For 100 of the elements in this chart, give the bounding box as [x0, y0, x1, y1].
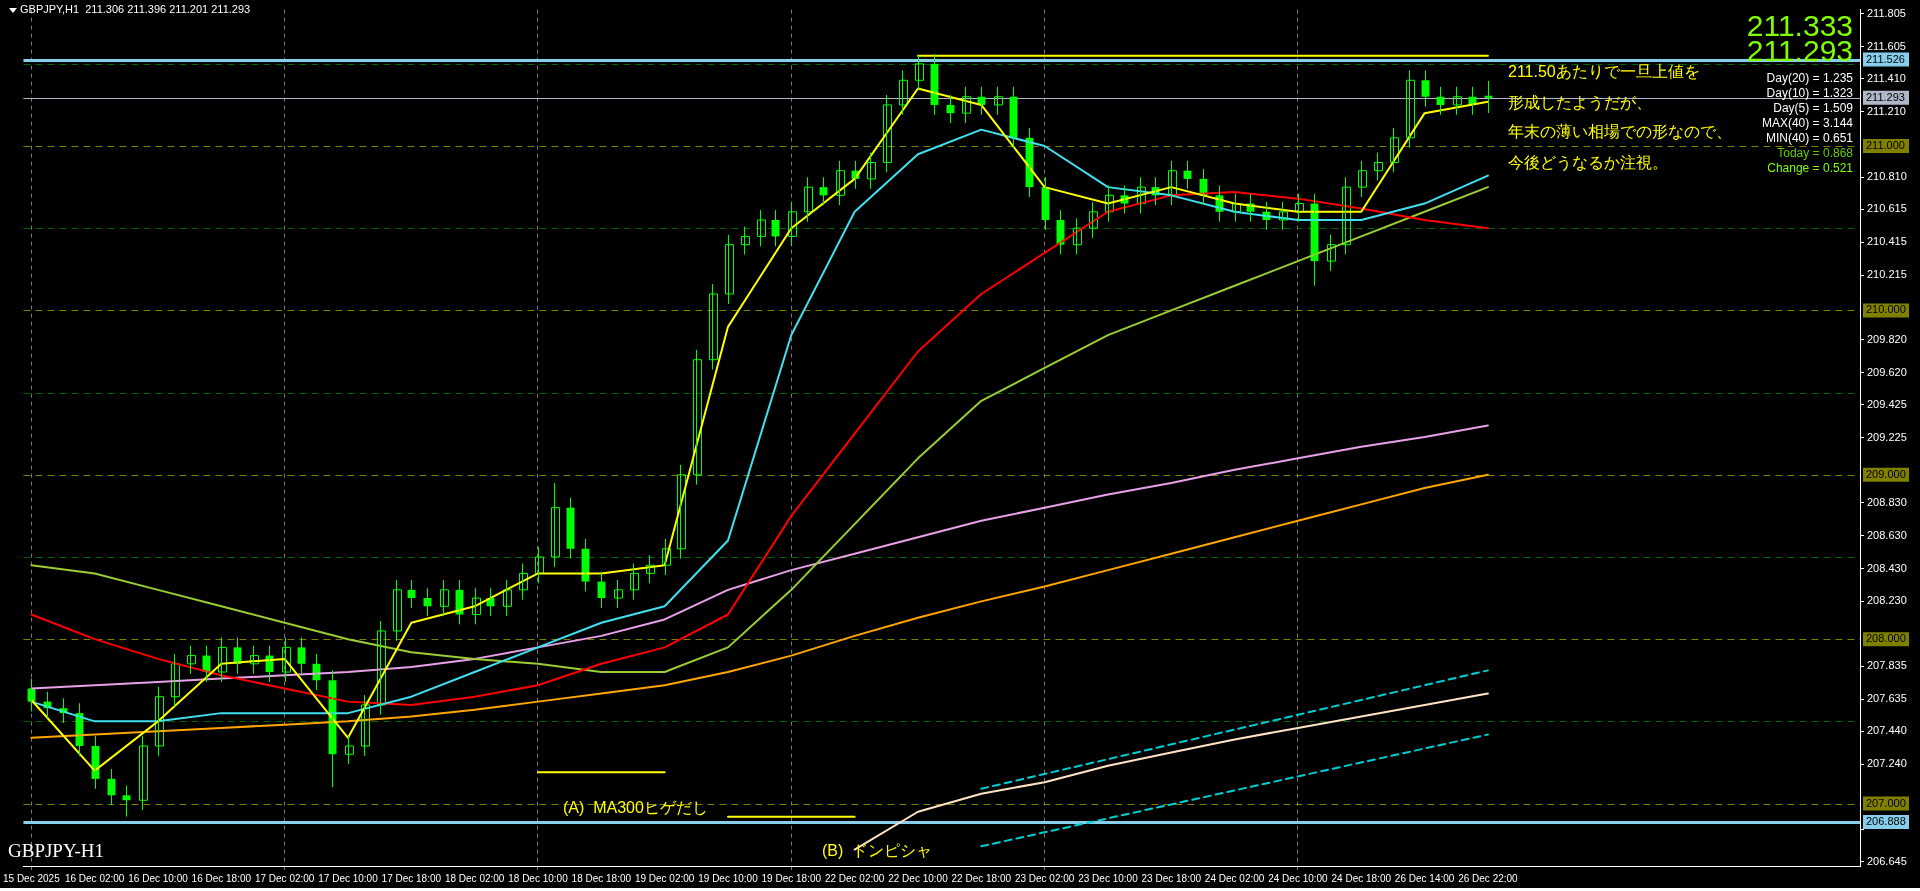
y-tick-label: 211.605	[1867, 39, 1906, 52]
candlestick	[883, 94, 892, 173]
candlestick	[155, 686, 164, 757]
y-tick-label: 207.635	[1867, 692, 1907, 705]
y-tick-label: 207.835	[1867, 659, 1907, 672]
candlestick	[725, 234, 734, 305]
candlestick	[1089, 201, 1098, 239]
candlestick	[788, 201, 797, 247]
ref-line-label: 211.293	[1866, 90, 1905, 103]
candlestick	[345, 735, 354, 765]
candlestick	[1374, 152, 1383, 182]
x-tick-label: 23 Dec 10:00	[1078, 872, 1139, 884]
y-tick-label: 207.240	[1867, 757, 1907, 770]
candlestick	[662, 538, 671, 576]
ref-line-label: 208.000	[1866, 632, 1906, 645]
x-tick-label: 16 Dec 02:00	[64, 872, 125, 884]
y-tick-label: 210.215	[1867, 268, 1907, 281]
y-tick-label: 208.830	[1867, 495, 1907, 508]
y-tick-label: 208.430	[1867, 561, 1907, 574]
candlestick	[962, 86, 971, 124]
candlestick	[503, 579, 512, 617]
candlestick	[393, 579, 402, 642]
candlestick	[1232, 193, 1241, 223]
chart-title: GBPJPY,H1 211.306 211.396 211.201 211.293	[20, 3, 251, 15]
candlestick	[171, 653, 180, 708]
annotation: (B) ドンピシャ	[822, 842, 933, 860]
candlestick	[1406, 69, 1415, 149]
x-tick-label: 26 Dec 14:00	[1394, 872, 1455, 884]
candlestick	[1168, 160, 1177, 206]
x-tick-label: 15 Dec 2025	[3, 872, 61, 884]
x-tick-label: 24 Dec 18:00	[1331, 872, 1392, 884]
candlestick	[867, 152, 876, 190]
candlestick	[1105, 184, 1114, 223]
annotation: 211.333	[1746, 9, 1853, 42]
y-tick-label: 209.620	[1867, 365, 1907, 378]
x-tick-label: 17 Dec 10:00	[318, 872, 379, 884]
candlestick	[551, 482, 560, 568]
x-tick-label: 19 Dec 02:00	[634, 872, 695, 884]
x-tick-label: 17 Dec 18:00	[381, 872, 442, 884]
x-tick-label: 18 Dec 02:00	[444, 872, 505, 884]
annotation: 211.50あたりで一旦上値を	[1508, 63, 1700, 81]
candlestick	[472, 587, 481, 625]
y-tick-label: 209.225	[1867, 430, 1907, 443]
annotation: MIN(40) = 0.651	[1765, 131, 1853, 146]
candlestick	[915, 55, 924, 91]
candlestick	[1390, 127, 1399, 173]
ref-line-label: 211.000	[1866, 139, 1905, 152]
annotation: (A) MA300ヒゲだし	[563, 799, 708, 817]
candlestick	[630, 563, 639, 601]
y-tick-label: 209.425	[1867, 397, 1907, 410]
annotation: 形成したようだが、	[1508, 94, 1652, 112]
y-tick-label: 210.615	[1867, 202, 1907, 215]
y-tick-label: 211.410	[1867, 71, 1906, 84]
candlestick	[614, 579, 623, 609]
ref-line-label: 207.000	[1866, 796, 1906, 809]
annotation: 年末の薄い相場での形なので、	[1508, 123, 1732, 141]
candlestick	[519, 563, 528, 601]
y-tick-label: 209.820	[1867, 333, 1907, 346]
candlestick	[741, 226, 750, 256]
y-tick-label: 207.440	[1867, 724, 1907, 737]
candlestick	[1358, 160, 1367, 198]
annotation: GBPJPY-H1	[8, 840, 105, 862]
candlestick	[250, 645, 259, 675]
y-tick-label: 208.630	[1867, 528, 1907, 541]
candlestick	[836, 160, 845, 206]
candlestick	[804, 176, 813, 223]
annotation: Day(20) = 1.235	[1766, 71, 1853, 86]
candlestick	[1453, 86, 1462, 116]
x-tick-label: 16 Dec 18:00	[191, 872, 252, 884]
ref-line-label: 210.000	[1866, 303, 1906, 316]
x-tick-label: 18 Dec 18:00	[571, 872, 632, 884]
ref-line-label: 209.000	[1866, 467, 1906, 480]
y-tick-label: 210.415	[1867, 235, 1907, 248]
y-tick-label: 210.810	[1867, 170, 1907, 183]
candlestick	[646, 554, 655, 584]
candlestick	[693, 349, 702, 486]
x-tick-label: 16 Dec 10:00	[128, 872, 189, 884]
x-tick-label: 26 Dec 22:00	[1458, 872, 1519, 884]
candlestick	[139, 735, 148, 811]
annotation: Day(5) = 1.509	[1773, 101, 1853, 116]
candlestick	[377, 620, 386, 716]
candlestick	[440, 579, 449, 617]
x-tick-label: 19 Dec 18:00	[761, 872, 822, 884]
candlestick	[1073, 217, 1082, 256]
x-tick-label: 22 Dec 18:00	[951, 872, 1012, 884]
candlestick	[187, 645, 196, 675]
annotation: Day(10) = 1.323	[1766, 86, 1853, 101]
candlestick	[535, 546, 544, 584]
annotation: Today = 0.868	[1777, 146, 1853, 161]
candlestick	[218, 637, 227, 683]
candlestick	[1137, 176, 1146, 214]
candlestick	[899, 69, 908, 116]
candlestick	[1295, 193, 1304, 223]
annotation: MAX(40) = 3.144	[1761, 116, 1853, 131]
candlestick	[677, 464, 686, 560]
candlestick	[282, 637, 291, 683]
x-tick-label: 24 Dec 10:00	[1268, 872, 1329, 884]
candlestick	[1279, 201, 1288, 231]
x-tick-label: 19 Dec 10:00	[698, 872, 759, 884]
candlestick	[994, 86, 1003, 116]
